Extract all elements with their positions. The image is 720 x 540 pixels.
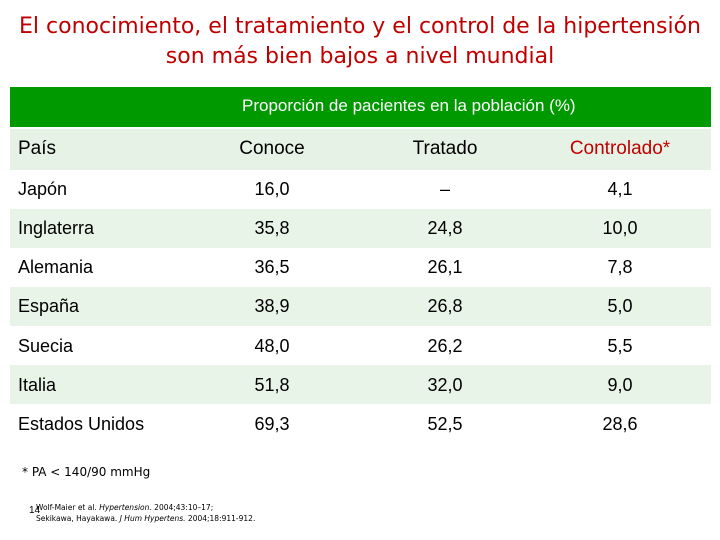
header-conoce: Conoce: [239, 138, 305, 159]
ref2-detail: 2004;18:911-912.: [187, 514, 256, 523]
row-country: Suecia: [18, 336, 74, 356]
row-country: Estados Unidos: [18, 414, 145, 434]
row-controlado: 5,5: [607, 336, 633, 356]
row-conoce: 35,8: [254, 218, 290, 238]
row-conoce: 51,8: [254, 375, 290, 395]
row-country: Inglaterra: [18, 218, 95, 238]
row-controlado: 7,8: [607, 257, 633, 277]
row-conoce: 36,5: [254, 257, 290, 277]
row-controlado: 5,0: [607, 296, 633, 316]
row-tratado: 24,8: [427, 218, 463, 238]
row-controlado: 10,0: [602, 218, 638, 238]
row-country: Japón: [18, 179, 68, 199]
slide-title: El conocimiento, el tratamiento y el con…: [0, 12, 720, 72]
row-conoce: 69,3: [254, 414, 290, 434]
row-conoce: 38,9: [254, 296, 290, 316]
ref1-authors: Wolf-Maier et al.: [36, 503, 97, 512]
reference-1: Wolf-Maier et al. Hypertension. 2004;43:…: [36, 502, 255, 513]
row-controlado: 9,0: [607, 375, 633, 395]
row-tratado: 52,5: [427, 414, 463, 434]
ref2-authors: Sekikawa, Hayakawa.: [36, 514, 118, 523]
row-tratado: 26,2: [427, 336, 463, 356]
row-conoce: 48,0: [254, 336, 290, 356]
table-banner: Proporción de pacientes en la población …: [10, 87, 711, 127]
row-tratado: 26,1: [427, 257, 463, 277]
page-number: 14: [29, 505, 41, 516]
row-controlado: 4,1: [607, 179, 633, 199]
ref1-journal: Hypertension.: [99, 503, 152, 512]
footnote: * PA < 140/90 mmHg: [22, 465, 151, 479]
row-tratado: 26,8: [427, 296, 463, 316]
title-line-2: son más bien bajos a nivel mundial: [165, 44, 555, 69]
title-line-1: El conocimiento, el tratamiento y el con…: [19, 14, 701, 39]
row-tratado: 32,0: [427, 375, 463, 395]
row-conoce: 16,0: [254, 179, 290, 199]
header-controlado: Controlado*: [569, 138, 671, 159]
table-row: [10, 287, 711, 326]
row-country: España: [18, 296, 80, 316]
row-country: Italia: [18, 375, 57, 395]
header-tratado: Tratado: [412, 138, 478, 159]
reference-2: Sekikawa, Hayakawa. J Hum Hypertens. 200…: [36, 513, 255, 524]
ref1-detail: 2004;43:10–17;: [154, 503, 214, 512]
header-country: País: [18, 138, 57, 159]
row-tratado: –: [439, 179, 450, 199]
ref2-journal: J Hum Hypertens.: [119, 514, 186, 523]
table-row: [10, 365, 711, 404]
row-controlado: 28,6: [602, 414, 638, 434]
references: Wolf-Maier et al. Hypertension. 2004;43:…: [36, 502, 255, 524]
row-country: Alemania: [18, 257, 94, 277]
banner-label: Proporción de pacientes en la población …: [242, 96, 576, 115]
table-header-row: [10, 129, 711, 170]
table-row: [10, 209, 711, 248]
